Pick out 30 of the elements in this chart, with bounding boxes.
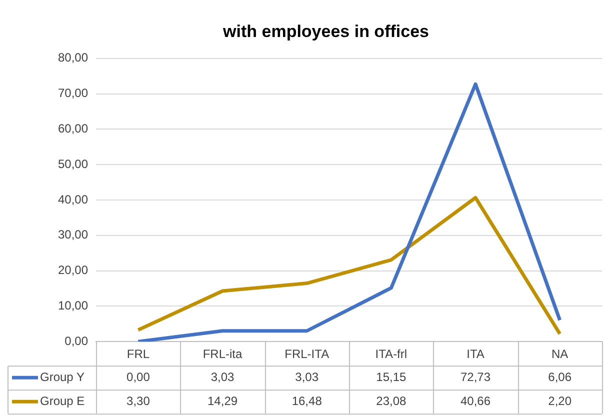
y-tick-label: 40,00 [58,192,88,206]
y-tick-label: 30,00 [58,228,88,242]
y-tick-label: 70,00 [58,86,88,100]
legend-label: Group Y [40,370,84,384]
y-tick-label: 50,00 [58,156,88,171]
data-label: 16,48 [292,394,322,408]
chart-title: with employees in offices [222,22,429,41]
data-label: 72,73 [460,370,491,384]
y-tick-label: 60,00 [58,122,88,136]
data-label: 15,15 [376,370,407,384]
y-tick-label: 20,00 [58,263,88,278]
data-label: 2,20 [548,394,572,408]
data-label: 6,06 [548,370,572,384]
data-label: 23,08 [376,394,407,408]
x-tick-label: NA [552,347,568,362]
y-tick-label: 10,00 [58,298,88,313]
x-tick-label: FRL-ita [202,347,243,362]
legend-label: Group E [40,394,85,408]
x-tick-label: ITA-frl [375,347,408,362]
x-tick-label: FRL-ITA [284,347,330,362]
x-tick-label: ITA [466,347,484,362]
data-label: 3,03 [295,370,319,384]
data-label: 14,29 [208,394,238,408]
data-label: 3,30 [126,394,150,408]
x-tick-label: FRL [126,347,150,362]
data-label: 40,66 [460,394,491,408]
data-label: 3,03 [210,370,235,384]
y-tick-label: 80,00 [58,50,88,65]
data-label: 0,00 [126,370,150,384]
y-tick-label: 0,00 [64,334,88,348]
